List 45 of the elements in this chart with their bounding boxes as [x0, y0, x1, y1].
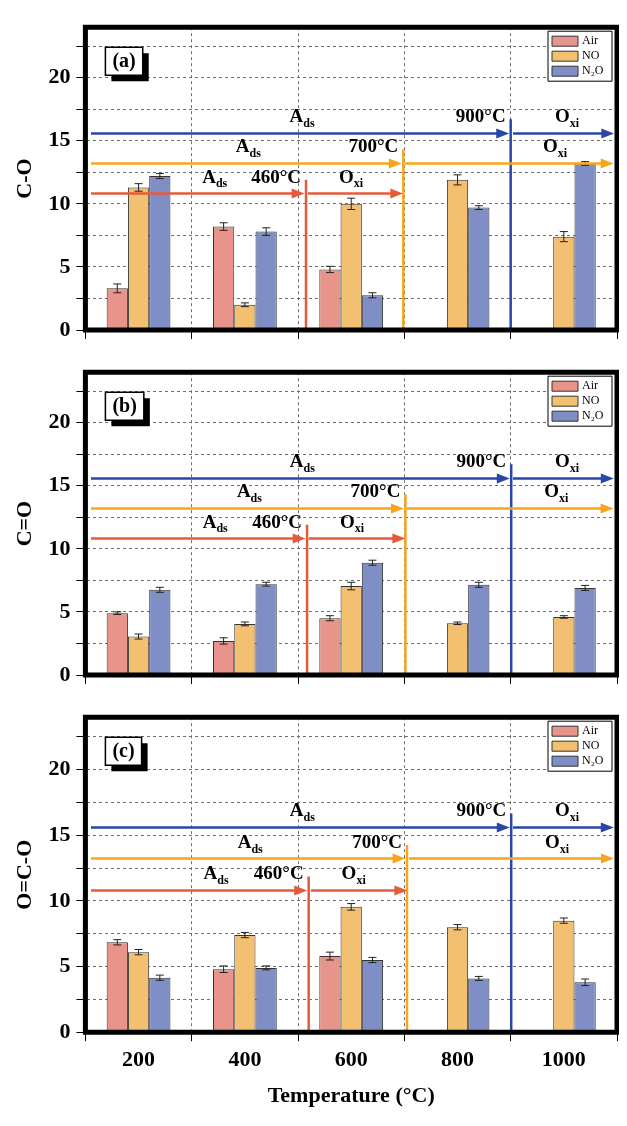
ref-line-label: 700°C — [348, 135, 399, 157]
y-tick-label: 5 — [59, 952, 71, 978]
x-tick-label: 600 — [334, 1046, 368, 1072]
legend-label: Air — [582, 33, 598, 48]
ref-line-label: 900°C — [456, 799, 507, 821]
legend-label: N₂O — [582, 408, 604, 423]
ref-line-label: 460°C — [253, 862, 304, 884]
legend-label: N₂O — [582, 63, 604, 78]
y-tick-label: 0 — [59, 315, 71, 341]
legend-label: N₂O — [582, 753, 604, 768]
legend-label: Air — [582, 723, 598, 738]
y-tick-label: 15 — [48, 821, 71, 847]
x-tick-label: 400 — [228, 1046, 262, 1072]
y-tick-label: 0 — [59, 1017, 71, 1043]
y-tick-label: 20 — [48, 408, 71, 434]
y-tick-label: 15 — [48, 471, 71, 497]
y-tick-label: 20 — [48, 755, 71, 781]
ref-line-label: 460°C — [252, 510, 303, 532]
x-axis-title: Temperature (°C) — [267, 1082, 435, 1108]
text: (b) — [112, 394, 137, 418]
y-tick-label: 10 — [48, 189, 71, 215]
y-axis-title: C=O — [10, 500, 36, 547]
y-tick-label: 15 — [48, 126, 71, 152]
legend-label: Air — [582, 378, 598, 393]
y-tick-label: 5 — [59, 597, 71, 623]
text: (c) — [112, 739, 135, 763]
y-axis-title: O=C-O — [10, 839, 36, 910]
x-tick-label: 200 — [122, 1046, 156, 1072]
ref-line-label: 700°C — [352, 830, 403, 852]
y-tick-label: 0 — [59, 660, 71, 686]
ref-line-label: 900°C — [456, 450, 507, 472]
y-tick-label: 10 — [48, 886, 71, 912]
text: (a) — [112, 49, 136, 73]
legend-label: NO — [582, 48, 600, 63]
legend-label: NO — [582, 393, 600, 408]
x-tick-label: 800 — [441, 1046, 475, 1072]
y-tick-label: 20 — [48, 63, 71, 89]
ref-line-label: 700°C — [350, 480, 401, 502]
legend-label: NO — [582, 738, 600, 753]
ref-line-label: 900°C — [455, 105, 506, 127]
x-tick-label: 1000 — [541, 1046, 586, 1072]
y-tick-label: 5 — [59, 252, 71, 278]
y-axis-title: C-O — [10, 158, 36, 199]
ref-line-label: 460°C — [251, 165, 302, 187]
y-tick-label: 10 — [48, 534, 71, 560]
